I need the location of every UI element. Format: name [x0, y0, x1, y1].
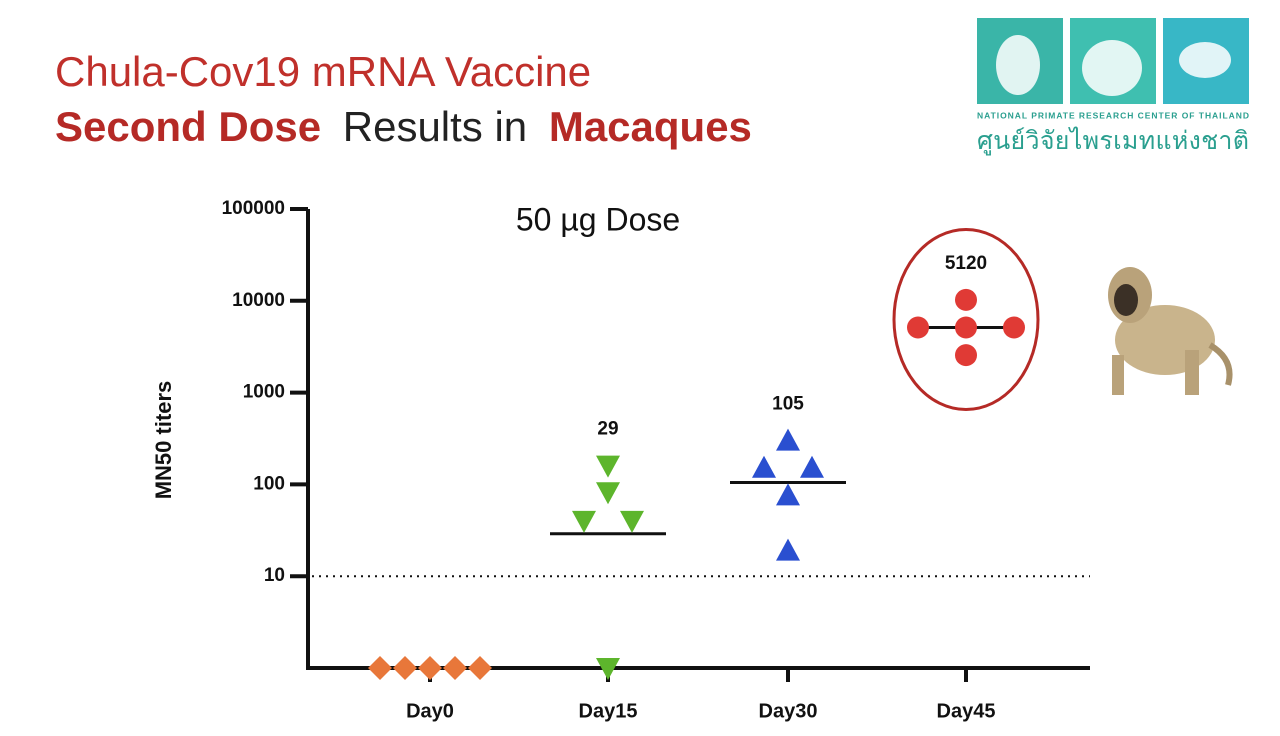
data-point — [776, 428, 800, 451]
data-point — [418, 656, 442, 680]
logo-text-thai: ศูนย์วิจัยไพรเมทแห่งชาติ — [977, 126, 1249, 156]
data-point — [572, 510, 596, 533]
data-point — [596, 455, 620, 478]
title-emphasis: Second Dose — [55, 103, 321, 150]
title-emphasis: Macaques — [549, 103, 752, 150]
data-point — [596, 658, 620, 680]
monkey-face — [1114, 284, 1138, 316]
chart-title: 50 µg Dose — [516, 201, 680, 237]
logo-face — [996, 35, 1040, 95]
logo-text: NATIONAL PRIMATE RESEARCH CENTER OF THAI… — [977, 110, 1249, 120]
monkey-illustration — [1108, 267, 1233, 395]
logo-face — [1082, 40, 1142, 96]
y-axis-label: MN50 titers — [151, 381, 176, 500]
x-tick-label: Day45 — [937, 700, 996, 722]
y-tick-label: 100000 — [222, 198, 285, 219]
y-tick-label: 100 — [253, 473, 285, 494]
data-point — [468, 656, 492, 680]
median-label: 5120 — [945, 253, 987, 274]
data-point — [368, 656, 392, 680]
logo: NATIONAL PRIMATE RESEARCH CENTER OF THAI… — [977, 18, 1249, 156]
data-point — [955, 344, 977, 367]
slide-title-line2: Second Dose Results in Macaques — [55, 103, 752, 150]
monkey-tail — [1208, 342, 1233, 386]
y-tick-label: 10000 — [232, 290, 285, 311]
data-point — [443, 656, 467, 680]
y-tick-label: 10 — [264, 565, 285, 586]
median-label: 105 — [772, 394, 804, 415]
median-label: 29 — [597, 419, 618, 440]
x-tick-label: Day15 — [579, 700, 638, 722]
data-point — [393, 656, 417, 680]
data-point — [776, 538, 800, 561]
logo-face — [1179, 42, 1231, 78]
slide-title-line1: Chula-Cov19 mRNA Vaccine — [55, 48, 591, 95]
data-point — [955, 316, 977, 339]
data-point — [752, 455, 776, 478]
data-point — [907, 316, 929, 339]
data-point — [776, 483, 800, 506]
x-tick-label: Day30 — [759, 700, 818, 722]
highlight-ellipse — [892, 227, 1040, 411]
y-tick-label: 1000 — [243, 382, 285, 403]
data-point — [596, 482, 620, 505]
title-text: Results in — [343, 103, 527, 150]
monkey-leg — [1185, 350, 1199, 395]
x-tick-label: Day0 — [406, 700, 454, 722]
data-point — [1003, 316, 1025, 339]
data-point — [800, 455, 824, 478]
data-point — [620, 510, 644, 533]
monkey-leg — [1112, 355, 1124, 395]
data-point — [955, 288, 977, 311]
